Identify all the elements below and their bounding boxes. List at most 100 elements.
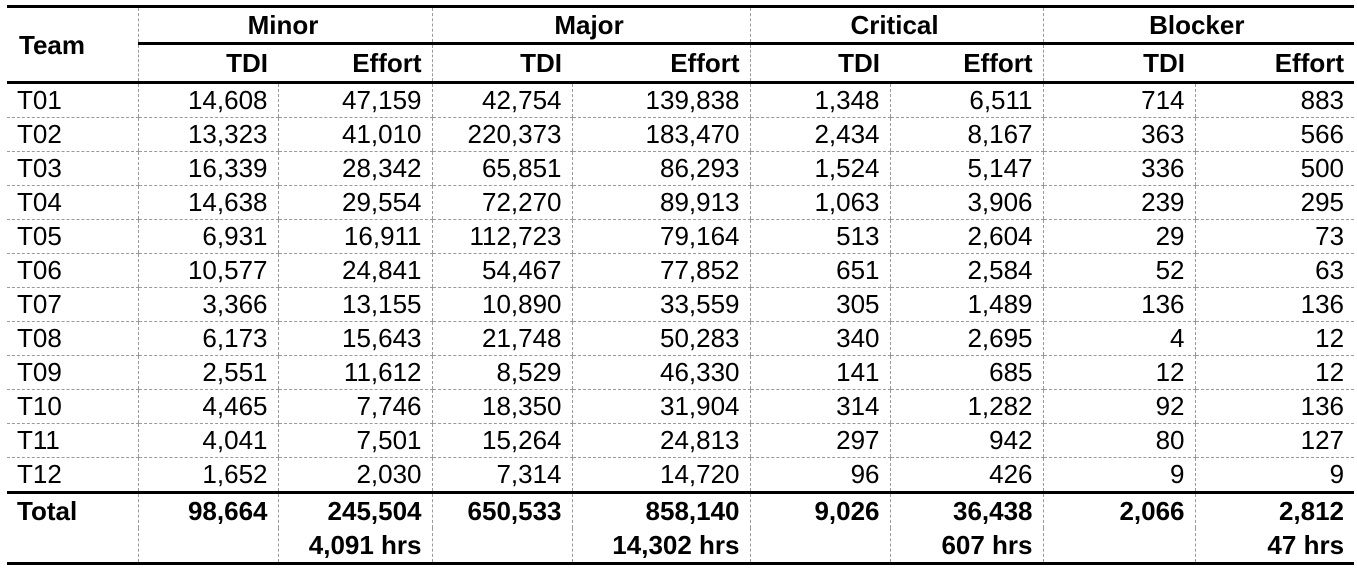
value-cell: 15,643 (277, 321, 433, 356)
value-cell: 14,638 (137, 185, 278, 220)
total-cell: 2,066 (1042, 491, 1196, 528)
value-cell: 12 (1194, 321, 1355, 356)
value-cell: 13,155 (277, 287, 433, 322)
value-cell: 33,559 (571, 287, 751, 322)
value-cell: 942 (889, 423, 1044, 458)
sub-header-tdi: TDI (137, 43, 278, 84)
value-cell: 1,282 (889, 389, 1044, 424)
value-cell: 363 (1042, 117, 1196, 152)
value-cell: 340 (749, 321, 891, 356)
value-cell: 54,467 (431, 253, 573, 288)
value-cell: 513 (749, 219, 891, 254)
value-cell: 14,608 (137, 82, 278, 118)
value-cell: 12 (1042, 355, 1196, 390)
header-sub-row: TDI Effort TDI Effort TDI Effort TDI Eff… (7, 43, 1355, 84)
value-cell: 136 (1042, 287, 1196, 322)
table-row: T01 14,608 47,159 42,754 139,838 1,348 6,511 71… (7, 82, 1355, 118)
hours-cell: 47 hrs (1194, 528, 1355, 565)
value-cell: 77,852 (571, 253, 751, 288)
value-cell: 4 (1042, 321, 1196, 356)
table-row: T02 13,323 41,010 220,373 183,470 2,434 8,167 3… (7, 117, 1355, 152)
value-cell: 8,167 (889, 117, 1044, 152)
value-cell: 112,723 (431, 219, 573, 254)
table-row: T03 16,339 28,342 65,851 86,293 1,524 5,147 336… (7, 151, 1355, 186)
value-cell: 3,366 (137, 287, 278, 322)
value-cell: 2,584 (889, 253, 1044, 288)
team-cell: T07 (7, 287, 138, 322)
value-cell: 139,838 (571, 82, 751, 118)
value-cell: 46,330 (571, 355, 751, 390)
value-cell: 1,489 (889, 287, 1044, 322)
total-cell: 858,140 (571, 491, 751, 528)
value-cell: 426 (889, 457, 1044, 493)
value-cell: 50,283 (571, 321, 751, 356)
team-cell: T04 (7, 185, 138, 220)
table-row: T08 6,173 15,643 21,748 50,283 340 2,695 4 12 (7, 321, 1355, 356)
total-cell: 9,026 (749, 491, 891, 528)
value-cell: 86,293 (571, 151, 751, 186)
team-cell: T09 (7, 355, 138, 390)
value-cell: 2,434 (749, 117, 891, 152)
value-cell: 295 (1194, 185, 1355, 220)
value-cell: 183,470 (571, 117, 751, 152)
value-cell: 29 (1042, 219, 1196, 254)
value-cell: 136 (1194, 287, 1355, 322)
value-cell: 6,931 (137, 219, 278, 254)
value-cell: 24,813 (571, 423, 751, 458)
group-header-critical: Critical (749, 5, 1044, 45)
value-cell: 13,323 (137, 117, 278, 152)
value-cell: 89,913 (571, 185, 751, 220)
table-row: T06 10,577 24,841 54,467 77,852 651 2,584 52 63 (7, 253, 1355, 288)
value-cell: 92 (1042, 389, 1196, 424)
value-cell: 14,720 (571, 457, 751, 493)
value-cell: 52 (1042, 253, 1196, 288)
table-body: T01 14,608 47,159 42,754 139,838 1,348 6,511 71… (7, 82, 1355, 493)
team-cell: T10 (7, 389, 138, 424)
value-cell: 31,904 (571, 389, 751, 424)
value-cell: 1,524 (749, 151, 891, 186)
team-cell: T02 (7, 117, 138, 152)
total-hours-row: 4,091 hrs 14,302 hrs 607 hrs 47 hrs (7, 528, 1355, 565)
team-cell: T11 (7, 423, 138, 458)
team-cell: T05 (7, 219, 138, 254)
table-row: T04 14,638 29,554 72,270 89,913 1,063 3,906 239… (7, 185, 1355, 220)
table-row: T11 4,041 7,501 15,264 24,813 297 942 80 127 (7, 423, 1355, 458)
hours-cell (1042, 528, 1196, 565)
sub-header-effort: Effort (890, 43, 1044, 84)
value-cell: 9 (1042, 457, 1196, 493)
table-row: T07 3,366 13,155 10,890 33,559 305 1,489 136 136 (7, 287, 1355, 322)
group-header-blocker: Blocker (1042, 5, 1355, 45)
value-cell: 79,164 (571, 219, 751, 254)
value-cell: 9 (1194, 457, 1355, 493)
sub-header-effort: Effort (278, 43, 433, 84)
total-row: Total 98,664 245,504 650,533 858,140 9,0… (7, 491, 1355, 528)
value-cell: 15,264 (431, 423, 573, 458)
total-cell: 650,533 (431, 491, 573, 528)
value-cell: 72,270 (431, 185, 573, 220)
total-label: Total (7, 491, 138, 528)
value-cell: 21,748 (431, 321, 573, 356)
value-cell: 3,906 (889, 185, 1044, 220)
header-group-row: Team Minor Major Critical Blocker (7, 5, 1355, 84)
value-cell: 220,373 (431, 117, 573, 152)
value-cell: 314 (749, 389, 891, 424)
value-cell: 685 (889, 355, 1044, 390)
value-cell: 651 (749, 253, 891, 288)
sub-header-effort: Effort (572, 43, 751, 84)
total-cell: 245,504 (277, 491, 433, 528)
value-cell: 47,159 (277, 82, 433, 118)
value-cell: 297 (749, 423, 891, 458)
hours-cell: 14,302 hrs (571, 528, 751, 565)
total-cell: 2,812 (1194, 491, 1355, 528)
table-row: T12 1,652 2,030 7,314 14,720 96 426 9 9 (7, 457, 1355, 493)
team-cell: T08 (7, 321, 138, 356)
value-cell: 4,465 (137, 389, 278, 424)
hours-cell: 607 hrs (889, 528, 1044, 565)
value-cell: 305 (749, 287, 891, 322)
sub-header-tdi: TDI (749, 43, 891, 84)
value-cell: 41,010 (277, 117, 433, 152)
value-cell: 1,652 (137, 457, 278, 493)
value-cell: 566 (1194, 117, 1355, 152)
value-cell: 63 (1194, 253, 1355, 288)
value-cell: 73 (1194, 219, 1355, 254)
